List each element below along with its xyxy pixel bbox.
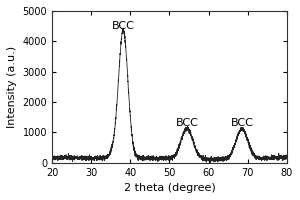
Text: BCC: BCC xyxy=(176,118,199,128)
Text: BCC: BCC xyxy=(112,21,135,31)
Y-axis label: Intensity (a.u.): Intensity (a.u.) xyxy=(7,46,17,128)
X-axis label: 2 theta (degree): 2 theta (degree) xyxy=(124,183,215,193)
Text: BCC: BCC xyxy=(230,118,253,128)
